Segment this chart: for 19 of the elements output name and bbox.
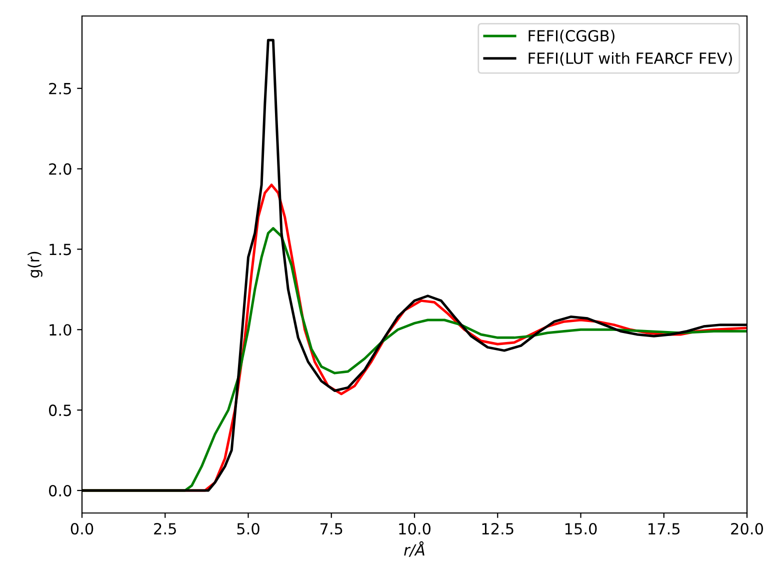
y-tick-label: 1.0 (50, 324, 72, 336)
x-tick-label: 5.0 (237, 522, 260, 535)
y-tick-label: 2.0 (49, 163, 72, 175)
legend-label: FEFI(LUT with FEARCF FEV) (528, 52, 732, 66)
y-tick-label: 0.0 (48, 484, 72, 497)
x-tick-label: 12.5 (482, 522, 514, 535)
x-tick-label: 20.0 (731, 522, 763, 535)
x-tick-label: 15.0 (565, 522, 597, 535)
x-tick-label: 17.5 (648, 523, 680, 535)
x-tick-label: 7.5 (320, 523, 342, 535)
x-tick-label: 0.0 (70, 522, 94, 535)
y-tick-label: 1.5 (50, 244, 71, 256)
y-tick-label: 2.5 (49, 82, 71, 94)
x-tick-label: 10.0 (399, 522, 430, 535)
y-tick-label: 0.5 (48, 404, 71, 416)
x-tick-label: 2.5 (154, 522, 176, 535)
x-axis-title: r/Å (404, 541, 424, 557)
legend-label: FEFI(CGGB) (528, 30, 614, 44)
y-axis-title: g(r) (28, 252, 42, 278)
